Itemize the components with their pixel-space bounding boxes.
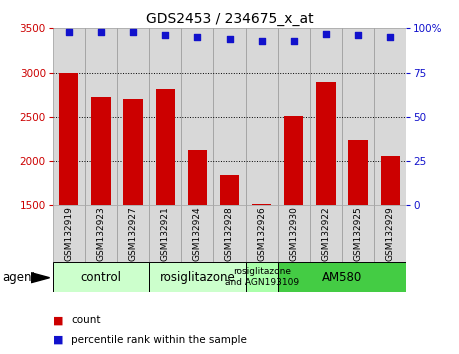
Text: GSM132928: GSM132928 — [225, 206, 234, 261]
Bar — [188, 150, 207, 205]
Text: ■: ■ — [53, 315, 63, 325]
Text: GSM132929: GSM132929 — [386, 206, 395, 261]
Bar — [149, 205, 181, 262]
Bar — [181, 205, 213, 262]
Bar — [53, 262, 149, 292]
Point — [162, 33, 169, 38]
Bar — [381, 156, 400, 205]
Bar — [156, 88, 175, 205]
Bar — [310, 205, 342, 262]
Point — [65, 29, 73, 35]
Bar — [53, 28, 85, 205]
Text: rosiglitazone: rosiglitazone — [159, 270, 235, 284]
Bar — [374, 205, 406, 262]
Bar — [278, 262, 406, 292]
Bar — [117, 28, 149, 205]
Text: GSM132925: GSM132925 — [353, 206, 363, 261]
Text: control: control — [80, 270, 122, 284]
Bar — [316, 82, 336, 205]
Bar — [85, 205, 117, 262]
Point — [129, 29, 137, 35]
Text: rosiglitazone
and AGN193109: rosiglitazone and AGN193109 — [224, 267, 299, 287]
Text: count: count — [71, 315, 101, 325]
Text: GSM132930: GSM132930 — [289, 206, 298, 261]
Text: ■: ■ — [53, 335, 63, 345]
Bar — [149, 28, 181, 205]
Bar — [213, 28, 246, 205]
Bar — [278, 28, 310, 205]
Text: GSM132923: GSM132923 — [96, 206, 106, 261]
Bar — [246, 28, 278, 205]
Bar — [374, 28, 406, 205]
Point — [386, 34, 394, 40]
Text: agent: agent — [2, 272, 37, 284]
Bar — [123, 99, 143, 205]
Text: GSM132921: GSM132921 — [161, 206, 170, 261]
Bar — [342, 28, 374, 205]
Bar — [117, 205, 149, 262]
Text: GSM132924: GSM132924 — [193, 206, 202, 261]
Point — [290, 38, 297, 44]
Point — [194, 34, 201, 40]
Bar — [181, 28, 213, 205]
Bar — [310, 28, 342, 205]
Point — [322, 31, 330, 36]
Title: GDS2453 / 234675_x_at: GDS2453 / 234675_x_at — [146, 12, 313, 26]
Point — [354, 33, 362, 38]
Point — [97, 29, 105, 35]
Text: AM580: AM580 — [322, 270, 362, 284]
Point — [258, 38, 265, 44]
Bar — [348, 140, 368, 205]
Bar — [149, 262, 246, 292]
Bar — [59, 73, 78, 205]
Bar — [53, 205, 85, 262]
Bar — [85, 28, 117, 205]
Point — [226, 36, 233, 42]
Text: GSM132919: GSM132919 — [64, 206, 73, 261]
Bar — [220, 175, 239, 205]
Polygon shape — [31, 273, 50, 282]
Bar — [246, 205, 278, 262]
Text: percentile rank within the sample: percentile rank within the sample — [71, 335, 247, 345]
Bar — [246, 262, 278, 292]
Text: GSM132922: GSM132922 — [321, 206, 330, 261]
Bar — [342, 205, 374, 262]
Bar — [91, 97, 111, 205]
Text: GSM132926: GSM132926 — [257, 206, 266, 261]
Bar — [278, 205, 310, 262]
Bar — [284, 116, 303, 205]
Bar — [213, 205, 246, 262]
Text: GSM132927: GSM132927 — [129, 206, 138, 261]
